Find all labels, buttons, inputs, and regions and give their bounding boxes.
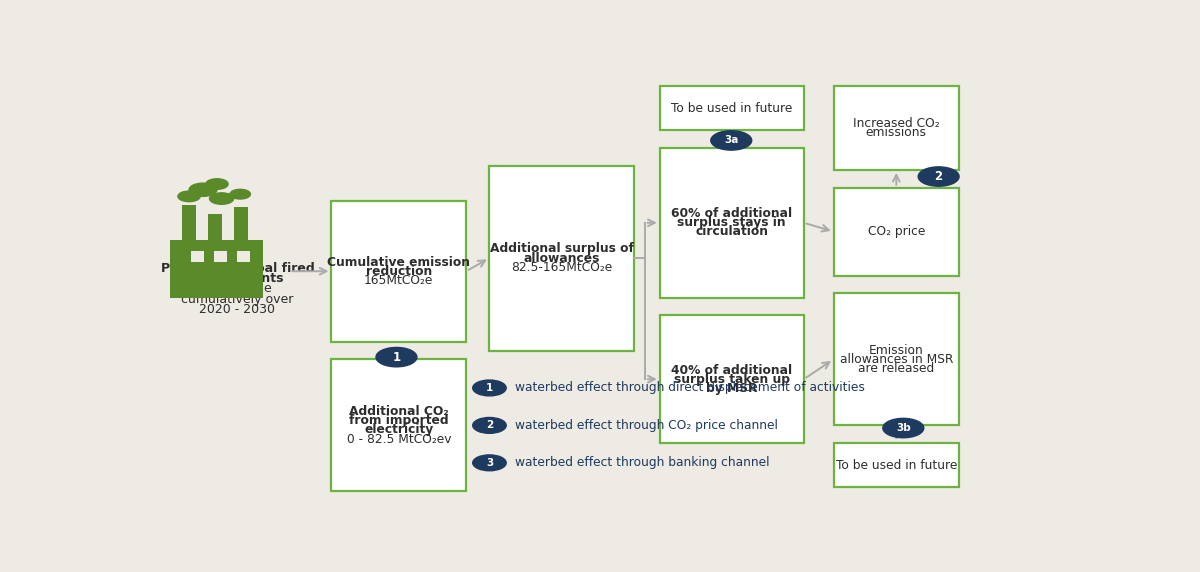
Text: waterbed effect through direct displacement of activities: waterbed effect through direct displacem… xyxy=(516,382,865,395)
Text: from imported: from imported xyxy=(349,414,449,427)
Circle shape xyxy=(918,167,959,186)
Circle shape xyxy=(178,191,200,202)
Text: Cumulative emission: Cumulative emission xyxy=(328,256,470,269)
Text: 165MtCO₂e: 165MtCO₂e xyxy=(364,274,433,287)
Text: 3: 3 xyxy=(486,458,493,468)
FancyBboxPatch shape xyxy=(170,240,264,297)
Circle shape xyxy=(206,178,228,189)
Text: 1: 1 xyxy=(486,383,493,393)
Text: 0 - 82.5 MtCO₂ev: 0 - 82.5 MtCO₂ev xyxy=(347,432,451,446)
FancyBboxPatch shape xyxy=(834,293,959,426)
Text: power plants: power plants xyxy=(192,272,283,285)
FancyBboxPatch shape xyxy=(234,208,247,247)
Text: 40% of additional: 40% of additional xyxy=(671,363,792,376)
Text: CO₂ price: CO₂ price xyxy=(868,225,925,238)
Circle shape xyxy=(190,183,217,196)
FancyBboxPatch shape xyxy=(181,205,196,249)
FancyBboxPatch shape xyxy=(834,443,959,487)
Text: Additional surplus of: Additional surplus of xyxy=(490,243,634,255)
Circle shape xyxy=(883,418,924,438)
Text: surplus stays in: surplus stays in xyxy=(678,216,786,229)
Text: reduction: reduction xyxy=(366,265,432,278)
FancyBboxPatch shape xyxy=(208,214,222,249)
Text: allowances: allowances xyxy=(523,252,600,264)
FancyBboxPatch shape xyxy=(660,148,804,297)
Text: 2: 2 xyxy=(935,170,943,183)
Circle shape xyxy=(376,347,416,367)
Text: are released: are released xyxy=(858,362,935,375)
Text: 82.5-165MtCO₂e: 82.5-165MtCO₂e xyxy=(511,261,612,273)
Circle shape xyxy=(210,193,234,204)
Text: Additional CO₂: Additional CO₂ xyxy=(349,405,449,418)
FancyBboxPatch shape xyxy=(214,252,227,262)
FancyBboxPatch shape xyxy=(660,315,804,443)
FancyBboxPatch shape xyxy=(834,188,959,276)
Text: waterbed effect through CO₂ price channel: waterbed effect through CO₂ price channe… xyxy=(516,419,779,432)
FancyBboxPatch shape xyxy=(490,165,634,351)
Text: Phasing out coal fired: Phasing out coal fired xyxy=(161,262,314,275)
Text: 60% of additional: 60% of additional xyxy=(671,207,792,220)
FancyBboxPatch shape xyxy=(331,359,466,491)
Text: To be used in future: To be used in future xyxy=(835,459,958,471)
Text: Increased CO₂: Increased CO₂ xyxy=(853,117,940,130)
Circle shape xyxy=(230,189,251,199)
Text: emissions: emissions xyxy=(866,126,926,139)
Circle shape xyxy=(710,131,751,150)
FancyBboxPatch shape xyxy=(238,252,251,262)
Text: cumulatively over: cumulatively over xyxy=(181,293,294,305)
Text: allowances in MSR: allowances in MSR xyxy=(840,353,953,366)
Text: 165MtCO₂e: 165MtCO₂e xyxy=(202,283,272,295)
Text: 1: 1 xyxy=(392,351,401,364)
Text: To be used in future: To be used in future xyxy=(671,102,792,115)
Text: 2: 2 xyxy=(486,420,493,430)
Circle shape xyxy=(473,455,506,471)
FancyBboxPatch shape xyxy=(834,86,959,170)
Circle shape xyxy=(473,380,506,396)
Text: circulation: circulation xyxy=(695,225,768,239)
Text: by MSR: by MSR xyxy=(706,382,757,395)
FancyBboxPatch shape xyxy=(190,252,206,264)
Text: 3a: 3a xyxy=(724,136,738,145)
Circle shape xyxy=(473,418,506,434)
Text: waterbed effect through banking channel: waterbed effect through banking channel xyxy=(516,456,770,470)
Text: surplus taken up: surplus taken up xyxy=(673,372,790,386)
FancyBboxPatch shape xyxy=(235,252,252,264)
FancyBboxPatch shape xyxy=(212,252,229,264)
FancyBboxPatch shape xyxy=(191,252,204,262)
Text: 2020 - 2030: 2020 - 2030 xyxy=(199,303,276,316)
Text: Emission: Emission xyxy=(869,344,924,357)
FancyBboxPatch shape xyxy=(660,86,804,130)
Text: 3b: 3b xyxy=(896,423,911,433)
Text: electricity: electricity xyxy=(364,423,433,436)
FancyBboxPatch shape xyxy=(331,201,466,341)
